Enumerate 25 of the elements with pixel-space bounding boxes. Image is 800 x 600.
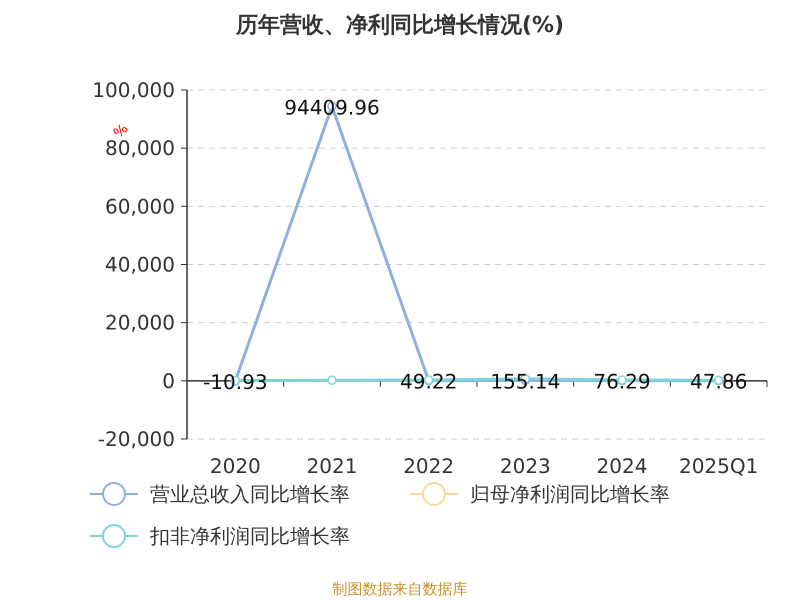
legend-label: 营业总收入同比增长率 xyxy=(150,482,350,506)
y-tick-label: 60,000 xyxy=(105,194,175,218)
legend-label: 扣非净利润同比增长率 xyxy=(149,524,350,548)
data-label: 94409.96 xyxy=(284,95,380,120)
y-tick-label: -20,000 xyxy=(98,427,175,451)
y-tick-label: 20,000 xyxy=(105,310,175,335)
x-tick-label: 2022 xyxy=(403,454,454,478)
data-label: 155.14 xyxy=(490,369,560,394)
data-label: 76.29 xyxy=(593,370,651,394)
x-tick-label: 2023 xyxy=(500,454,551,478)
x-tick-label: 2021 xyxy=(306,454,358,478)
data-label: 47.86 xyxy=(690,370,748,394)
x-tick-label: 2024 xyxy=(596,454,648,478)
point xyxy=(327,376,337,385)
data-label: 49.22 xyxy=(400,370,458,394)
data-label: -10.93 xyxy=(203,370,268,394)
x-tick-label: 2025Q1 xyxy=(678,454,758,478)
y-tick-label: 100,000 xyxy=(92,78,175,102)
y-tick-label: 40,000 xyxy=(105,252,175,276)
chart-title: 历年营收、净利同比增长情况(%) xyxy=(234,13,564,38)
text: 制图数据来自数据库 xyxy=(332,580,468,598)
legend-label: 归母净利润同比增长率 xyxy=(470,482,670,506)
x-tick-label: 2020 xyxy=(210,454,261,478)
y-tick-label: 0 xyxy=(162,368,175,393)
y-tick-label: 80,000 xyxy=(105,136,175,160)
